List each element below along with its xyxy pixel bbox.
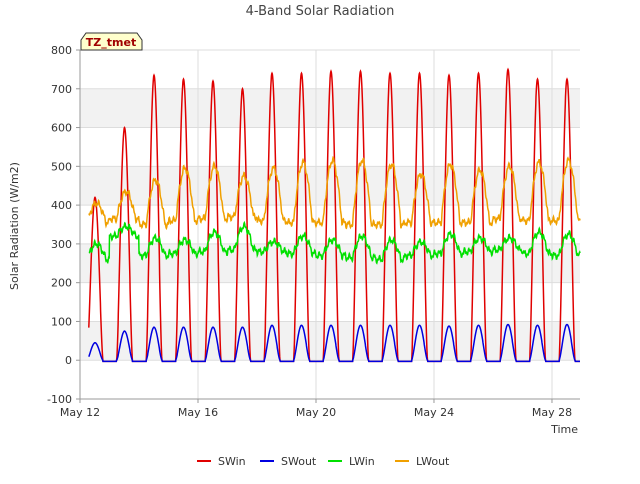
site-label: TZ_tmet — [80, 32, 143, 51]
y-tick-label: 200 — [51, 277, 72, 290]
x-tick-label: May 24 — [414, 406, 454, 419]
y-tick-label: 600 — [51, 122, 72, 135]
y-tick-label: 0 — [65, 354, 72, 367]
series-line-lwout — [88, 156, 581, 231]
site-label-box — [80, 32, 143, 51]
y-tick-label: 300 — [51, 238, 72, 251]
y-tick-label: 400 — [51, 199, 72, 212]
axes: -100 0 100 200 300 400 500 600 700 800 May 12 May 1… — [47, 44, 580, 419]
y-tick-label: -100 — [47, 393, 72, 406]
legend: SWin SWout LWin LWout — [197, 455, 450, 468]
y-tick-label: 800 — [51, 44, 72, 57]
plot-band — [80, 166, 580, 206]
x-axis-label: Time — [550, 423, 578, 436]
series-line-swout — [88, 323, 580, 363]
legend-label-lwout: LWout — [416, 455, 450, 468]
x-tick-label: May 12 — [60, 406, 100, 419]
series-line-lwin — [88, 220, 581, 265]
site-label-text: TZ_tmet — [86, 36, 136, 49]
y-tick-label: 500 — [51, 160, 72, 173]
x-tick-label: May 28 — [532, 406, 572, 419]
legend-label-swin: SWin — [218, 455, 246, 468]
legend-label-lwin: LWin — [349, 455, 375, 468]
x-tick-label: May 20 — [296, 406, 336, 419]
y-tick-label: 100 — [51, 315, 72, 328]
chart-title: 4-Band Solar Radiation — [246, 4, 395, 19]
plot-background — [80, 50, 580, 399]
x-tick-label: May 16 — [178, 406, 218, 419]
plot-band — [80, 243, 580, 283]
y-axis-label: Solar Radiation (W/m2) — [8, 162, 21, 290]
series-lines — [88, 67, 581, 363]
legend-label-swout: SWout — [281, 455, 317, 468]
grid-lines — [79, 49, 580, 400]
y-tick-label: 700 — [51, 83, 72, 96]
